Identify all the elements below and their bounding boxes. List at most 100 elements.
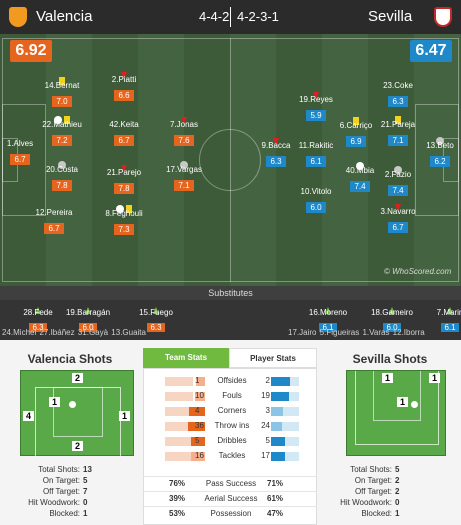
substitute-player[interactable]: 19.Barragán 6.0 bbox=[56, 301, 120, 335]
home-player[interactable]: 7.Jonas 7.6 bbox=[152, 111, 216, 148]
player-name: 21.Pareja bbox=[380, 120, 416, 129]
team-stat-row: 5 Dribbles 5 bbox=[143, 435, 317, 448]
shot-stat-label: Hit Woodwork: bbox=[340, 498, 392, 507]
away-player[interactable]: 21.Pareja 7.1 bbox=[366, 111, 430, 148]
away-player[interactable]: 9.Bacca 6.3 bbox=[244, 132, 308, 169]
player-name: 19.Reyes bbox=[299, 95, 333, 104]
shot-stat-row: Hit Woodwork: 0 bbox=[322, 498, 442, 507]
player-event-icons bbox=[366, 161, 430, 174]
tab-team-stats[interactable]: Team Stats bbox=[143, 348, 229, 368]
home-player[interactable]: 22.Mathieu 7.2 bbox=[30, 111, 94, 148]
pitch-stripe bbox=[138, 34, 184, 286]
substitute-player[interactable]: 16.Moreno 6.1 bbox=[296, 301, 360, 335]
sub-on-indicator bbox=[56, 301, 120, 314]
home-stat-value: 5 bbox=[195, 436, 200, 445]
goal-icon bbox=[394, 166, 402, 174]
match-header: Valencia 4-4-2 4-2-3-1 Sevilla bbox=[0, 0, 461, 34]
shot-stat-row: On Target: 5 bbox=[10, 476, 130, 485]
player-name: 42.Keita bbox=[109, 120, 139, 129]
shot-stat-label: Off Target: bbox=[354, 487, 392, 496]
player-rating: 7.8 bbox=[114, 183, 134, 194]
away-stat-value: 3 bbox=[265, 406, 270, 415]
sub-on-indicator bbox=[124, 301, 188, 314]
player-rating: 6.7 bbox=[114, 135, 134, 146]
home-pct-value: 53% bbox=[169, 509, 186, 518]
shot-map-box bbox=[355, 371, 439, 445]
away-player[interactable]: 19.Reyes 5.9 bbox=[284, 86, 348, 123]
shot-stat-row: Blocked: 1 bbox=[10, 509, 130, 518]
player-event-icons bbox=[408, 132, 461, 145]
player-name: 9.Bacca bbox=[261, 141, 291, 150]
pct-stat-label: Possession bbox=[210, 509, 252, 518]
shot-stat-row: Off Target: 7 bbox=[10, 487, 130, 496]
player-name: 10.Vitolo bbox=[300, 187, 332, 196]
home-pct-value: 39% bbox=[169, 494, 186, 503]
pitch-stripe bbox=[46, 34, 92, 286]
away-player[interactable]: 2.Fazio 7.4 bbox=[366, 161, 430, 198]
substitute-player[interactable]: 15.Fuego 6.3 bbox=[124, 301, 188, 335]
away-player[interactable]: 3.Navarro 6.7 bbox=[366, 198, 430, 235]
sub-off-icon bbox=[121, 72, 127, 79]
away-stat-bar bbox=[271, 392, 290, 401]
home-player[interactable]: 21.Parejo 7.8 bbox=[92, 159, 156, 196]
substitute-rating: 6.3 bbox=[29, 323, 47, 332]
away-player[interactable]: 11.Rakitic 6.1 bbox=[284, 132, 348, 169]
home-player[interactable]: 20.Costa 7.8 bbox=[30, 156, 94, 193]
player-name: 11.Rakitic bbox=[298, 141, 334, 150]
formation-divider bbox=[230, 7, 231, 27]
away-shots-zone-top: 1 bbox=[382, 373, 394, 383]
away-team-name[interactable]: Sevilla bbox=[368, 8, 413, 25]
shot-stat-label: Blocked: bbox=[49, 509, 80, 518]
player-rating: 6.1 bbox=[306, 156, 326, 167]
shot-stat-label: Total Shots: bbox=[38, 465, 80, 474]
substitutes-header bbox=[0, 286, 461, 300]
yellow-card-icon bbox=[395, 116, 401, 124]
away-shots-map: 1 1 1 bbox=[346, 370, 446, 456]
away-player[interactable]: 13.Beto 6.2 bbox=[408, 132, 461, 169]
away-shots-title: Sevilla Shots bbox=[352, 352, 428, 366]
player-rating: 6.0 bbox=[306, 202, 326, 213]
away-player[interactable]: 6.Carriço 6.9 bbox=[324, 112, 388, 149]
substitute-player[interactable]: 28.Fede 6.3 bbox=[6, 301, 70, 335]
home-player[interactable]: 12.Pereira 6.7 bbox=[22, 199, 86, 236]
home-stat-value: 4 bbox=[195, 406, 200, 415]
away-player[interactable]: 40.Mbia 7.4 bbox=[328, 157, 392, 194]
home-player[interactable]: 42.Keita 6.7 bbox=[92, 111, 156, 148]
tab-player-stats[interactable]: Player Stats bbox=[229, 348, 317, 368]
away-stat-bar bbox=[271, 422, 283, 431]
percentage-stat-row: 53% Possession 47% bbox=[143, 506, 317, 519]
home-stat-value: 16 bbox=[195, 451, 204, 460]
player-rating: 7.3 bbox=[114, 224, 134, 235]
yellow-card-icon bbox=[59, 77, 65, 85]
away-player[interactable]: 23.Coke 6.3 bbox=[366, 72, 430, 109]
card-ball-icon bbox=[54, 116, 62, 124]
player-name: 17.Vargas bbox=[166, 165, 202, 174]
home-stat-track bbox=[165, 392, 193, 401]
substitute-player[interactable]: 7.Marin 6.1 bbox=[418, 301, 461, 335]
watermark: © WhoScored.com bbox=[384, 267, 452, 276]
sub-on-indicator bbox=[418, 301, 461, 314]
shot-stat-row: Off Target: 2 bbox=[322, 487, 442, 496]
team-stat-row: 4 Corners 3 bbox=[143, 405, 317, 418]
ball-icon bbox=[69, 401, 76, 408]
home-team-name[interactable]: Valencia bbox=[36, 8, 93, 25]
home-pct-value: 76% bbox=[169, 479, 186, 488]
player-event-icons bbox=[366, 111, 430, 124]
valencia-crest-icon bbox=[9, 7, 27, 27]
substitute-name: 7.Marin bbox=[436, 308, 461, 317]
shot-stat-label: Blocked: bbox=[361, 509, 392, 518]
home-player[interactable]: 8.Feghouli 7.3 bbox=[92, 200, 156, 237]
player-rating: 6.9 bbox=[346, 136, 366, 147]
player-event-icons bbox=[328, 157, 392, 170]
home-stat-value: 1 bbox=[195, 376, 200, 385]
home-player[interactable]: 1.Alves 6.7 bbox=[0, 130, 52, 167]
away-stat-bar bbox=[271, 377, 290, 386]
shot-stat-row: On Target: 2 bbox=[322, 476, 442, 485]
away-player[interactable]: 10.Vitolo 6.0 bbox=[284, 178, 348, 215]
substitute-player[interactable]: 18.Gameiro 6.0 bbox=[360, 301, 424, 335]
home-player[interactable]: 2.Piatti 6.6 bbox=[92, 66, 156, 103]
player-name: 6.Carriço bbox=[339, 121, 373, 130]
home-player[interactable]: 17.Vargas 7.1 bbox=[152, 156, 216, 193]
home-player[interactable]: 14.Bernat 7.0 bbox=[30, 72, 94, 109]
home-stat-value: 36 bbox=[195, 421, 204, 430]
